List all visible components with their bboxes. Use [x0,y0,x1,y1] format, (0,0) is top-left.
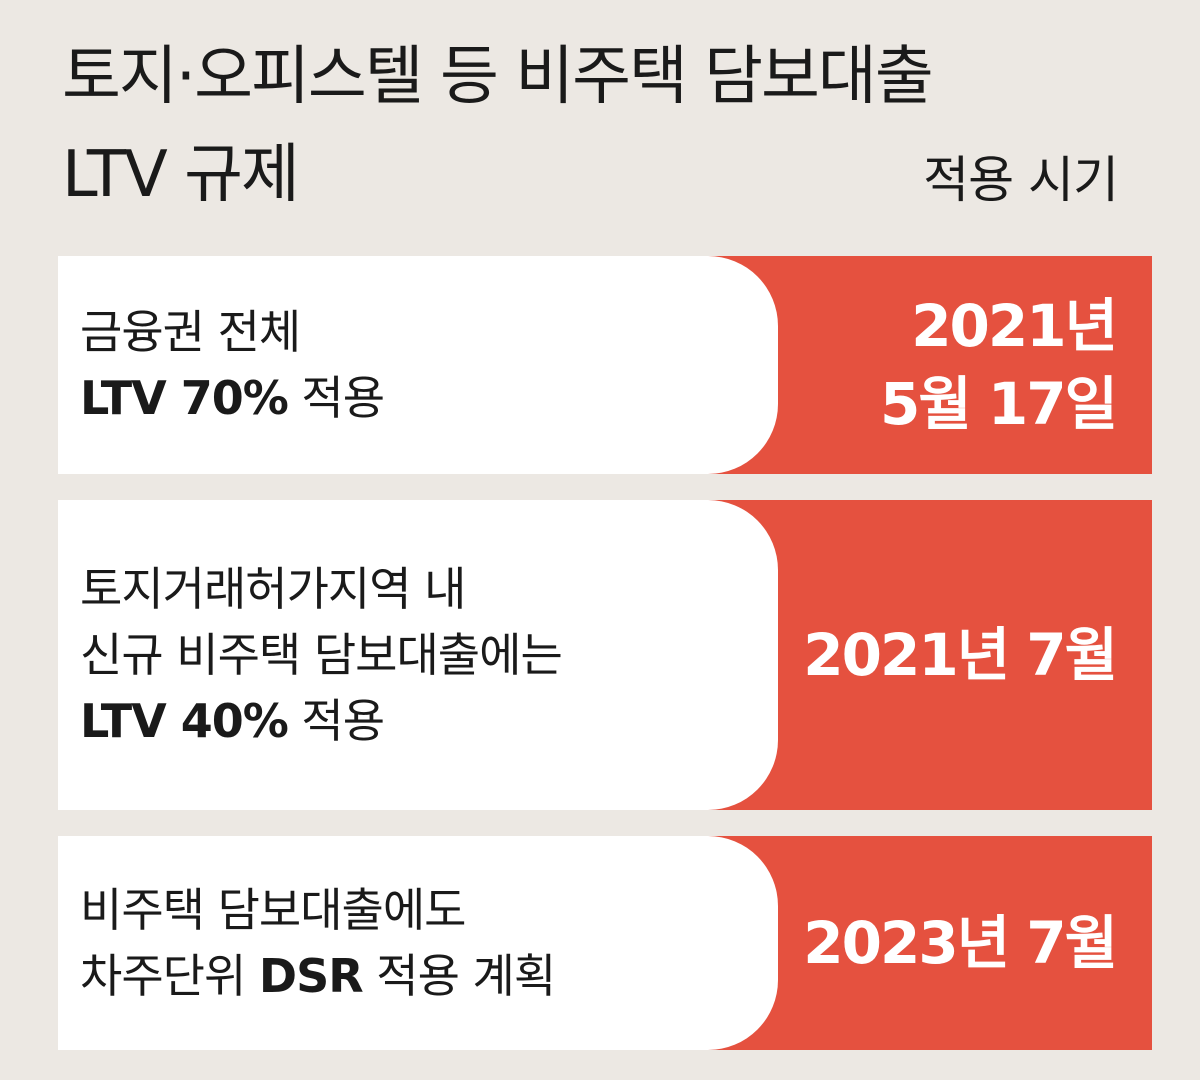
row-1-date-line-1: 2021년 [911,292,1118,360]
row-2-date-panel: 2021년 7월 [756,500,1118,810]
row-2-date-line-1: 2021년 7월 [803,621,1118,689]
row-3-desc-line-1: 비주택 담보대출에도 [80,877,778,943]
infographic-title: 토지·오피스텔 등 비주택 담보대출 LTV 규제 [62,28,934,224]
row-3-desc-line-1-text: 비주택 담보대출에도 [80,883,467,937]
row-2-desc-line-2-text: 신규 비주택 담보대출에는 [80,628,563,682]
column-header-apply-period: 적용 시기 [923,151,1119,209]
row-3-date-line-1: 2023년 7월 [803,909,1118,977]
row-1-desc-line-1-text: 금융권 전체 [80,305,301,359]
regulation-row-2: 토지거래허가지역 내 신규 비주택 담보대출에는 LTV 40% 적용 2021… [58,500,1152,810]
row-3-description-panel: 비주택 담보대출에도 차주단위 DSR 적용 계획 [58,836,778,1050]
row-2-desc-line-1: 토지거래허가지역 내 [80,556,778,622]
row-2-description-panel: 토지거래허가지역 내 신규 비주택 담보대출에는 LTV 40% 적용 [58,500,778,810]
row-1-desc-line-2: LTV 70% 적용 [80,365,778,431]
row-2-desc-line-1-text: 토지거래허가지역 내 [80,562,467,616]
row-1-date-line-2: 5월 17일 [880,370,1118,438]
row-1-ltv-value: LTV 70% [80,371,289,425]
row-1-desc-line-1: 금융권 전체 [80,299,778,365]
row-3-desc-line-2-prefix: 차주단위 [80,949,259,1003]
row-3-date-panel: 2023년 7월 [756,836,1118,1050]
regulation-row-1: 금융권 전체 LTV 70% 적용 2021년 5월 17일 [58,256,1152,474]
title-line-1: 토지·오피스텔 등 비주택 담보대출 [62,40,934,114]
row-1-description-panel: 금융권 전체 LTV 70% 적용 [58,256,778,474]
row-2-ltv-value: LTV 40% [80,694,289,748]
title-line-2: LTV 규제 [62,138,300,212]
row-2-desc-line-3: LTV 40% 적용 [80,688,778,754]
row-3-desc-line-2: 차주단위 DSR 적용 계획 [80,943,778,1009]
row-1-date-panel: 2021년 5월 17일 [756,256,1118,474]
row-2-desc-line-2: 신규 비주택 담보대출에는 [80,622,778,688]
row-2-desc-line-3-text: 적용 [287,694,385,748]
row-3-dsr-label: DSR [258,949,364,1003]
row-3-desc-line-2-text: 적용 계획 [362,949,556,1003]
regulation-row-3: 비주택 담보대출에도 차주단위 DSR 적용 계획 2023년 7월 [58,836,1152,1050]
row-1-desc-line-2-text: 적용 [287,371,385,425]
